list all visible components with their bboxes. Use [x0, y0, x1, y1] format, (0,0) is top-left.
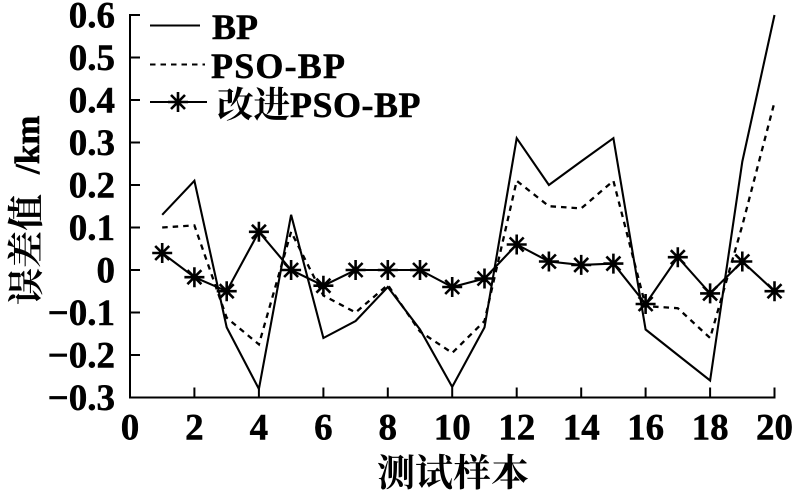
svg-text:4: 4: [250, 408, 269, 449]
svg-text:18: 18: [692, 408, 729, 449]
svg-text:−0.3: −0.3: [48, 378, 115, 419]
svg-text:0: 0: [97, 251, 116, 292]
svg-text:8: 8: [379, 408, 398, 449]
svg-text:BP: BP: [212, 7, 258, 47]
svg-text:14: 14: [563, 408, 600, 449]
svg-text:0.4: 0.4: [69, 81, 115, 122]
svg-text:16: 16: [627, 408, 664, 449]
svg-text:0.1: 0.1: [69, 208, 115, 249]
svg-text:/km: /km: [8, 116, 47, 175]
svg-text:0.5: 0.5: [69, 38, 115, 79]
svg-text:−0.1: −0.1: [48, 293, 115, 334]
svg-text:10: 10: [434, 408, 471, 449]
svg-text:PSO-BP: PSO-BP: [290, 85, 421, 125]
svg-text:0.6: 0.6: [69, 0, 115, 37]
svg-text:PSO-BP: PSO-BP: [211, 46, 346, 86]
svg-text:0.2: 0.2: [69, 166, 115, 207]
svg-text:20: 20: [756, 408, 793, 449]
svg-text:−0.2: −0.2: [48, 336, 115, 377]
svg-text:0.3: 0.3: [69, 123, 115, 164]
svg-text:12: 12: [498, 408, 535, 449]
svg-text:6: 6: [314, 408, 333, 449]
svg-text:2: 2: [185, 408, 204, 449]
svg-text:0: 0: [121, 408, 140, 449]
